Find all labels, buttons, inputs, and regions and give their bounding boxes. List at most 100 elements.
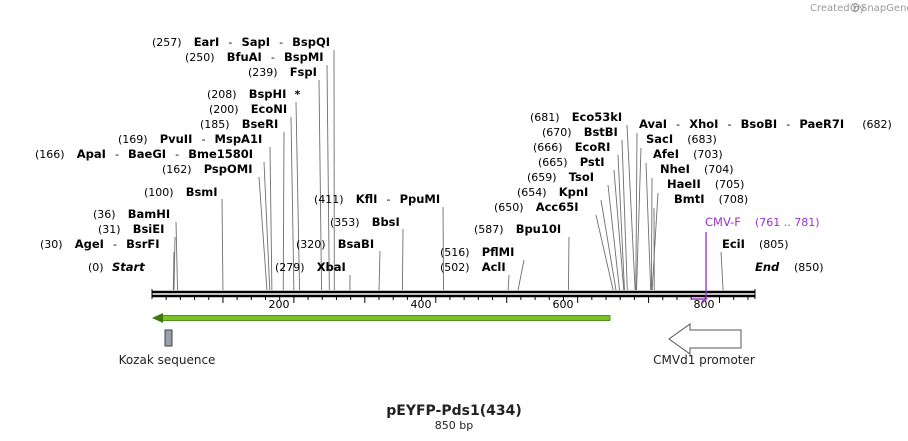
site-label-kflI[interactable]: (411) KflI - PpuMI [314,188,440,207]
site-label-eciI[interactable]: EciI (805) [722,233,789,252]
start-label[interactable]: (0) Start [88,260,145,274]
svg-text:SacI (683): SacI (683) [646,128,717,147]
enzyme-name: PvuII [160,132,193,146]
enzyme-name: EciI [722,237,745,251]
site-leader [613,169,625,291]
site-position: (516) [440,246,470,259]
site-label-bamHI[interactable]: (36) BamHI [93,203,170,222]
svg-text:(650) Acc65I: (650) Acc65I [494,196,579,215]
site-leader [326,64,330,291]
site-label-ecoNI[interactable]: (200) EcoNI [209,98,287,117]
site-label-bsaBI[interactable]: (320) BsaBI [296,233,374,252]
site-label-apaI[interactable]: (166) ApaI - BaeGI - Bme1580I [35,143,253,162]
site-position: (31) [98,223,121,236]
site-leader [595,214,614,291]
svg-text:(666) EcoRI: (666) EcoRI [533,136,610,155]
site-leader [318,79,322,291]
site-label-bspHI[interactable]: (208) BspHI * [207,83,301,102]
svg-text:(320) BsaBI: (320) BsaBI [296,233,374,252]
site-label-xbaI[interactable]: (279) XbaI [275,256,346,275]
enzyme-name: Eco53kI [572,110,623,124]
site-position: (683) [687,133,717,146]
svg-text:(162) PspOMI: (162) PspOMI [162,158,253,177]
site-leader [263,161,271,291]
site-label-bsmI[interactable]: (100) BsmI [144,181,218,200]
feature-cmvd1-promoter[interactable]: CMVd1 promoter [653,323,755,367]
snapgene-credit[interactable]: Created by SnapGene [810,2,908,14]
svg-text:HaeII (705): HaeII (705) [667,173,744,192]
site-leader [636,147,642,291]
enzyme-name: Bme1580I [188,147,253,161]
site-leader [172,251,175,291]
site-label-ageI[interactable]: (30) AgeI - BsrFI [40,233,160,252]
orf-arrow[interactable] [152,313,611,323]
site-label-aclI[interactable]: (502) AclI [440,256,506,275]
site-label-earI[interactable]: (257) EarI - SapI - BspQI [152,31,330,50]
enzyme-name: PpuMI [400,192,441,206]
enzyme-name: BspQI [292,35,330,49]
site-leader [645,162,652,291]
site-leader [221,198,224,291]
orf-arrowhead-icon [152,313,163,323]
site-label-pspOMI[interactable]: (162) PspOMI [162,158,253,177]
enzyme-name: BsoBI [741,117,778,131]
feature-kozak[interactable]: Kozak sequence [119,329,216,367]
site-label-bfuAI[interactable]: (250) BfuAI - BspMI [185,46,324,65]
site-label-bmtI[interactable]: BmtI (708) [674,188,748,207]
end-label[interactable]: End (850) [755,260,824,274]
site-leader [378,250,381,291]
site-label-pvuII[interactable]: (169) PvuII - MspA1I [118,128,262,147]
svg-text:(31) BsiEI: (31) BsiEI [98,218,164,237]
enzyme-name: BsiEI [133,222,165,236]
site-leader [567,236,570,291]
site-label-bsiEI[interactable]: (31) BsiEI [98,218,164,237]
ruler-tick-labels: 200 400 600 800 [269,298,715,311]
site-label-acc65I[interactable]: (650) Acc65I [494,196,579,215]
svg-text:BmtI (708): BmtI (708) [674,188,748,207]
site-label-bpu10I[interactable]: (587) Bpu10I [474,218,561,237]
enzyme-name: EarI [194,35,220,49]
site-leader [635,132,638,291]
feature-label: Kozak sequence [119,353,216,367]
created-by-text: Created by [810,3,865,14]
feature-label: CMVd1 promoter [653,353,755,367]
site-label-sacI[interactable]: SacI (683) [646,128,717,147]
site-label-kpnI[interactable]: (654) KpnI [517,181,588,200]
site-label-pflMI[interactable]: (516) PflMI [440,241,514,260]
site-label-tsoI[interactable]: (659) TsoI [527,166,594,185]
enzyme-name: BamHI [128,207,170,221]
svg-text:(659) TsoI: (659) TsoI [527,166,594,185]
enzyme-name: AvaI [639,117,667,131]
site-label-bstBI[interactable]: (670) BstBI [542,121,618,140]
svg-text:(239) FspI: (239) FspI [248,61,317,80]
site-position: (250) [185,51,215,64]
site-label-pstI[interactable]: (665) PstI [538,151,605,170]
primer-cmv-f[interactable]: CMV-F (761 .. 781) [691,211,820,304]
site-label-haeII[interactable]: HaeII (705) [667,173,744,192]
enzyme-name: BseRI [242,117,279,131]
tick-label: 400 [411,298,432,311]
svg-text:NheI (704): NheI (704) [660,158,734,177]
site-position: (239) [248,66,278,79]
site-label-bseRI[interactable]: (185) BseRI [200,113,278,132]
site-label-fspI[interactable]: (239) FspI [248,61,317,80]
site-position: (411) [314,193,344,206]
site-label-bbsI[interactable]: (353) BbsI [330,211,400,230]
site-label-ecoRI[interactable]: (666) EcoRI [533,136,610,155]
site-label-avaI[interactable]: AvaI - XhoI - BsoBI - PaeR7I (682) [639,113,892,132]
svg-text:(30) AgeI -: (30) AgeI - BsrFI [40,233,160,252]
site-leader [617,154,625,291]
snapgene-brand: SnapGene [861,3,908,14]
tick-label: 200 [269,298,290,311]
site-label-eco53kI[interactable]: (681) Eco53kI [530,106,622,125]
site-label-afeI[interactable]: AfeI (703) [653,143,723,162]
svg-text:(516) PflMI: (516) PflMI [440,241,514,260]
site-label-nheI[interactable]: NheI (704) [660,158,734,177]
svg-text:(665) PstI: (665) PstI [538,151,605,170]
site-position: (36) [93,208,116,221]
site-position: (169) [118,133,148,146]
enzyme-name: NheI [660,162,690,176]
svg-text:AfeI (703): AfeI (703) [653,143,723,162]
site-position: (805) [759,238,789,251]
